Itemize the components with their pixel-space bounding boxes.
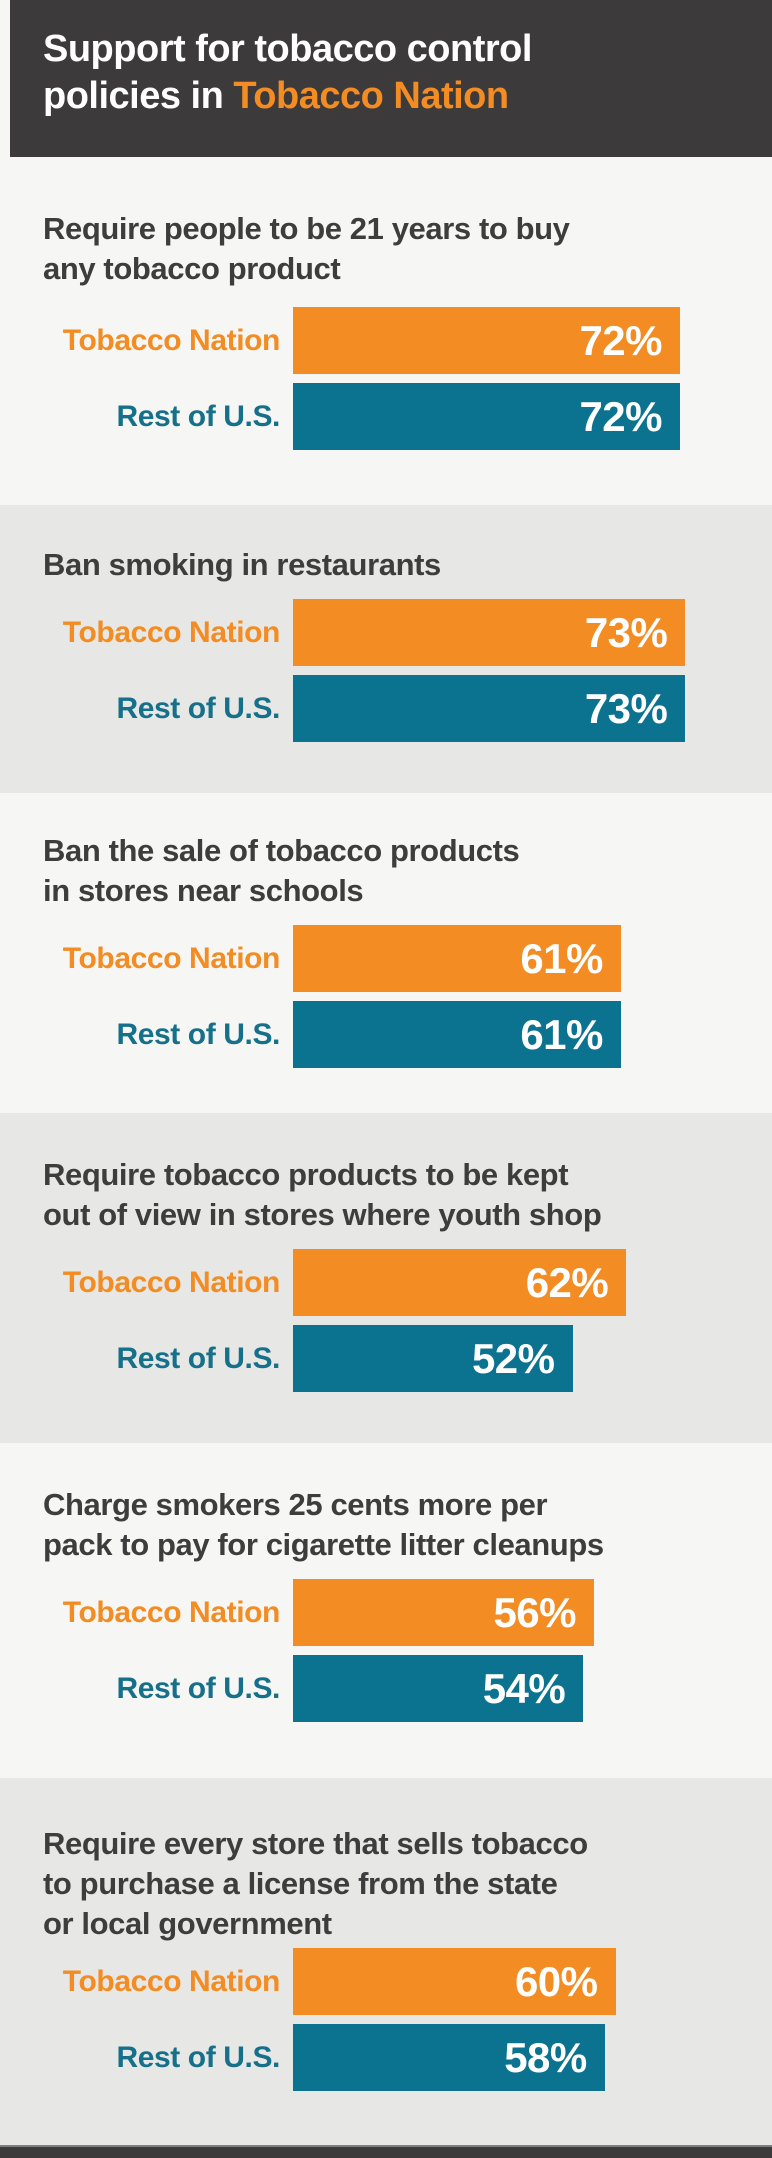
bar-label-tobacco-nation: Tobacco Nation	[62, 941, 281, 975]
bar-label-tobacco-nation: Tobacco Nation	[62, 1595, 281, 1629]
bar-row: Tobacco Nation 72%	[0, 307, 772, 374]
bar-group: Tobacco Nation 60% Rest of U.S. 58%	[0, 1948, 772, 2091]
title-line2-prefix: policies in	[43, 75, 234, 117]
title-line1: Support for tobacco control	[43, 28, 532, 70]
bar-label-rest-of-us: Rest of U.S.	[116, 2040, 280, 2074]
bar-label-rest-of-us: Rest of U.S.	[116, 691, 280, 725]
bar-group: Tobacco Nation 62% Rest of U.S. 52%	[0, 1249, 772, 1392]
bar-row: Rest of U.S. 58%	[0, 2024, 772, 2091]
bar-rest-of-us: 54%	[293, 1655, 584, 1722]
bar-label-rest-of-us: Rest of U.S.	[116, 1017, 280, 1051]
bar-tobacco-nation: 62%	[293, 1249, 627, 1316]
policy-section-restaurants: Ban smoking in restaurants Tobacco Natio…	[0, 505, 772, 793]
page-title: Support for tobacco control policies in T…	[43, 26, 752, 120]
bar-row: Rest of U.S. 52%	[0, 1325, 772, 1392]
policy-section-license: Require every store that sells tobacco t…	[0, 1778, 772, 2145]
bar-value: 61%	[520, 1010, 603, 1058]
bar-row: Rest of U.S. 61%	[0, 1001, 772, 1068]
bar-label-tobacco-nation: Tobacco Nation	[62, 1265, 281, 1299]
bar-row: Tobacco Nation 73%	[0, 599, 772, 666]
bar-rest-of-us: 61%	[293, 1001, 621, 1068]
bar-row: Tobacco Nation 56%	[0, 1579, 772, 1646]
bar-value: 73%	[584, 608, 668, 656]
bar-row: Rest of U.S. 54%	[0, 1655, 772, 1722]
bar-group: Tobacco Nation 73% Rest of U.S. 73%	[0, 599, 772, 742]
policy-title: Require every store that sells tobacco t…	[43, 1826, 588, 1941]
policy-section-out-of-view: Require tobacco products to be kept out …	[0, 1113, 772, 1443]
bar-label-tobacco-nation: Tobacco Nation	[62, 1964, 281, 1998]
bar-tobacco-nation: 73%	[293, 599, 686, 666]
bar-tobacco-nation: 72%	[293, 307, 680, 374]
bar-value: 61%	[520, 934, 603, 982]
infographic-header: Support for tobacco control policies in T…	[10, 0, 772, 157]
bar-rest-of-us: 73%	[293, 675, 686, 742]
policy-title: Require tobacco products to be kept out …	[43, 1157, 602, 1232]
bar-row: Tobacco Nation 62%	[0, 1249, 772, 1316]
bar-row: Rest of U.S. 73%	[0, 675, 772, 742]
bar-group: Tobacco Nation 72% Rest of U.S. 72%	[0, 307, 772, 450]
bar-label-tobacco-nation: Tobacco Nation	[62, 323, 281, 357]
bar-value: 54%	[482, 1664, 566, 1712]
title-highlight: Tobacco Nation	[233, 75, 509, 117]
footer-bar	[0, 2145, 772, 2158]
policy-title: Ban the sale of tobacco products in stor…	[43, 833, 520, 908]
bar-label-tobacco-nation: Tobacco Nation	[62, 615, 281, 649]
bar-rest-of-us: 72%	[293, 383, 680, 450]
bar-rest-of-us: 58%	[293, 2024, 605, 2091]
policy-section-near-schools: Ban the sale of tobacco products in stor…	[0, 793, 772, 1113]
policy-section-age-21: Require people to be 21 years to buy any…	[0, 157, 772, 505]
bar-value: 52%	[471, 1334, 555, 1382]
bar-tobacco-nation: 56%	[293, 1579, 594, 1646]
bar-tobacco-nation: 61%	[293, 925, 621, 992]
policy-title: Require people to be 21 years to buy any…	[43, 211, 570, 286]
bar-tobacco-nation: 60%	[293, 1948, 616, 2015]
bar-value: 73%	[584, 684, 668, 732]
policy-title: Charge smokers 25 cents more per pack to…	[43, 1487, 604, 1562]
bar-value: 58%	[504, 2033, 587, 2081]
bar-label-rest-of-us: Rest of U.S.	[116, 399, 280, 433]
bar-value: 60%	[514, 1957, 598, 2005]
bar-group: Tobacco Nation 56% Rest of U.S. 54%	[0, 1579, 772, 1722]
policy-title: Ban smoking in restaurants	[43, 547, 441, 582]
bar-value: 62%	[525, 1258, 609, 1306]
bar-row: Rest of U.S. 72%	[0, 383, 772, 450]
policy-section-litter-fee: Charge smokers 25 cents more per pack to…	[0, 1443, 772, 1778]
bar-row: Tobacco Nation 60%	[0, 1948, 772, 2015]
bar-label-rest-of-us: Rest of U.S.	[116, 1341, 280, 1375]
bar-group: Tobacco Nation 61% Rest of U.S. 61%	[0, 925, 772, 1068]
bar-value: 72%	[579, 316, 662, 364]
bar-value: 56%	[493, 1588, 576, 1636]
bar-label-rest-of-us: Rest of U.S.	[116, 1671, 280, 1705]
bar-row: Tobacco Nation 61%	[0, 925, 772, 992]
bar-rest-of-us: 52%	[293, 1325, 573, 1392]
bar-value: 72%	[579, 392, 662, 440]
